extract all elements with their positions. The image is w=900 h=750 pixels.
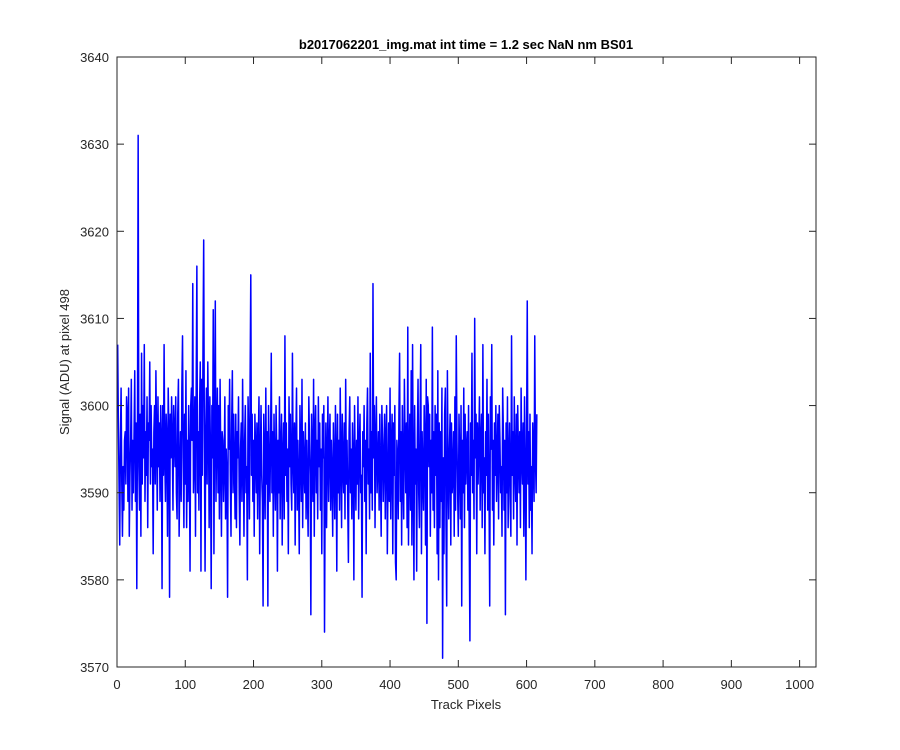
y-tick-label: 3620 bbox=[80, 224, 109, 239]
x-tick-label: 400 bbox=[379, 677, 401, 692]
y-tick-label: 3580 bbox=[80, 573, 109, 588]
x-tick-label: 300 bbox=[311, 677, 333, 692]
y-tick-label: 3630 bbox=[80, 137, 109, 152]
x-tick-label: 800 bbox=[652, 677, 674, 692]
y-tick-label: 3570 bbox=[80, 660, 109, 675]
x-tick-label: 600 bbox=[516, 677, 538, 692]
x-tick-label: 100 bbox=[174, 677, 196, 692]
x-tick-label: 900 bbox=[721, 677, 743, 692]
y-tick-label: 3600 bbox=[80, 399, 109, 414]
axes-box bbox=[116, 56, 817, 668]
x-tick-label: 200 bbox=[243, 677, 265, 692]
y-tick-label: 3610 bbox=[80, 311, 109, 326]
plot-area bbox=[117, 57, 816, 667]
series-line-0 bbox=[116, 134, 538, 660]
x-tick-label: 500 bbox=[447, 677, 469, 692]
x-tick-label: 0 bbox=[113, 677, 120, 692]
series-layer bbox=[116, 134, 538, 660]
x-axis-label: Track Pixels bbox=[431, 697, 502, 712]
ticks-layer: 0 100 200 300 400 500 600 700 800 900 1000 3570 3580… bbox=[80, 50, 816, 692]
y-axis-label: Signal (ADU) at pixel 498 bbox=[57, 289, 72, 435]
x-tick-label: 1000 bbox=[785, 677, 814, 692]
y-tick-label: 3640 bbox=[80, 50, 109, 65]
x-tick-label: 700 bbox=[584, 677, 606, 692]
chart-title: b2017062201_img.mat int time = 1.2 sec N… bbox=[299, 37, 633, 52]
y-tick-label: 3590 bbox=[80, 486, 109, 501]
